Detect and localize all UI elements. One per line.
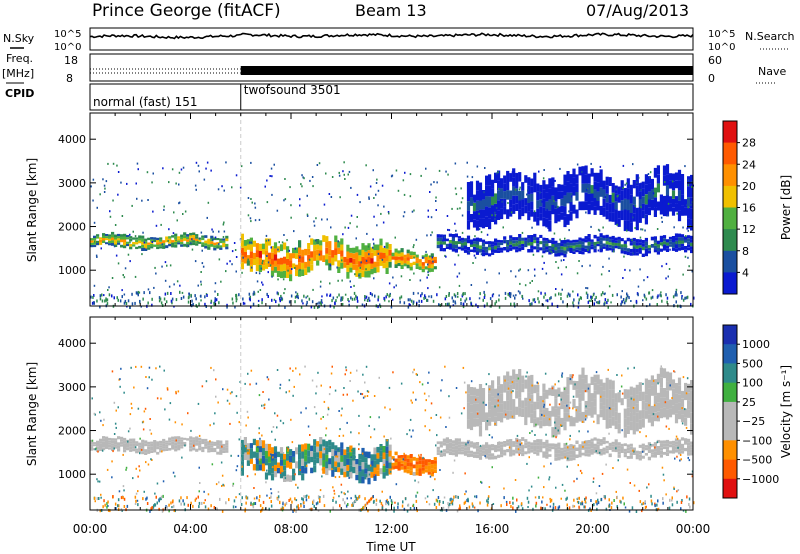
x-axis-label: Time UT — [365, 540, 416, 554]
y-tick-label: 3000 — [58, 177, 86, 190]
colorbar-swatch — [723, 344, 737, 364]
colorbar-frame — [722, 324, 738, 499]
beam-title: Beam 13 — [355, 1, 427, 20]
colorbar-tick-label: −1000 — [742, 473, 779, 486]
noise-y-tick-top: 10^5 — [54, 29, 81, 40]
colorbar-swatch — [723, 272, 737, 295]
echo-band — [90, 231, 229, 251]
noise-y-right-tick-bottom: 10^0 — [708, 42, 735, 53]
cpid-segment-label: twofsound 3501 — [244, 83, 341, 97]
velocity-ylabel: Slant Range [km] — [25, 362, 39, 466]
nsky-label: N.Sky — [3, 32, 35, 45]
nsearch-label: N.Search — [745, 30, 795, 43]
colorbar-swatch — [723, 421, 737, 441]
cpid-segment-label: normal (fast) 151 — [93, 95, 197, 109]
colorbar-swatch — [723, 164, 737, 187]
y-tick-label: 1000 — [58, 468, 86, 481]
x-tick-label: 16:00 — [475, 522, 510, 536]
echo-band — [240, 233, 392, 282]
colorbar-swatch — [723, 121, 737, 144]
date-title: 07/Aug/2013 — [586, 1, 689, 20]
cpid-label: CPID — [5, 87, 34, 100]
noise-y-right-tick-top: 10^5 — [708, 29, 735, 40]
colorbar-tick-label: −25 — [742, 415, 765, 428]
colorbar-tick-label: 500 — [742, 357, 763, 370]
echo-band — [240, 437, 392, 485]
colorbar-swatch — [723, 229, 737, 252]
colorbar-tick-label: 100 — [742, 377, 763, 390]
y-tick-label: 1000 — [58, 264, 86, 277]
colorbar-tick-label: −100 — [742, 434, 772, 447]
echo-band — [391, 451, 437, 477]
colorbar-tick-label: −500 — [742, 454, 772, 467]
colorbar-swatch — [723, 401, 737, 422]
y-tick-label: 3000 — [58, 381, 86, 394]
x-tick-label: 00:00 — [73, 522, 108, 536]
colorbar-swatch — [723, 185, 737, 208]
colorbar-swatch — [723, 207, 737, 230]
x-tick-label: 00:00 — [676, 522, 711, 536]
y-tick-label: 4000 — [58, 133, 86, 146]
freq-y-tick-top: 18 — [64, 54, 78, 67]
freq-label: Freq. — [6, 52, 33, 65]
cpid-panel — [89, 83, 694, 111]
colorbar-swatch — [723, 250, 737, 273]
colorbar-swatch — [723, 325, 737, 345]
freq-y-tick-bottom: 8 — [66, 72, 73, 85]
colorbar-tick-label: 25 — [742, 396, 756, 409]
nave-label: Nave — [758, 65, 786, 78]
colorbar-tick-label: 12 — [742, 223, 756, 236]
x-tick-label: 04:00 — [173, 522, 208, 536]
x-tick-label: 20:00 — [575, 522, 610, 536]
y-tick-label: 2000 — [58, 221, 86, 234]
noise-y-tick-bottom: 10^0 — [54, 42, 81, 53]
colorbar-swatch — [723, 382, 737, 403]
colorbar-tick-label: 1000 — [742, 338, 770, 351]
freq-unit-label: [MHz] — [2, 67, 34, 80]
station-title: Prince George (fitACF) — [92, 1, 281, 21]
colorbar-label: Power [dB] — [779, 175, 793, 240]
nave-y-tick-bottom: 0 — [708, 72, 715, 85]
colorbar-swatch — [723, 142, 737, 165]
noise-panel — [89, 27, 694, 51]
x-tick-label: 12:00 — [374, 522, 409, 536]
colorbar-swatch — [723, 478, 737, 499]
colorbar-tick-label: 20 — [742, 180, 756, 193]
colorbar-tick-label: 4 — [742, 266, 749, 279]
colorbar-tick-label: 16 — [742, 202, 756, 215]
freq-series-band — [240, 66, 693, 75]
colorbar-swatch — [723, 363, 737, 384]
colorbar-label: Velocity [m s⁻¹] — [779, 365, 793, 458]
power-ylabel: Slant Range [km] — [25, 158, 39, 262]
echo-band — [436, 233, 694, 258]
colorbar-tick-label: 28 — [742, 137, 756, 150]
nave-y-tick-top: 60 — [708, 54, 722, 67]
y-tick-label: 2000 — [58, 425, 86, 438]
y-tick-label: 4000 — [58, 337, 86, 350]
echo-speckle — [90, 161, 694, 308]
colorbar-swatch — [723, 459, 737, 480]
x-tick-label: 08:00 — [274, 522, 309, 536]
colorbar-tick-label: 24 — [742, 158, 756, 171]
colorbar-swatch — [723, 440, 737, 460]
nsky-series-line — [89, 32, 694, 40]
colorbar-tick-label: 8 — [742, 245, 749, 258]
